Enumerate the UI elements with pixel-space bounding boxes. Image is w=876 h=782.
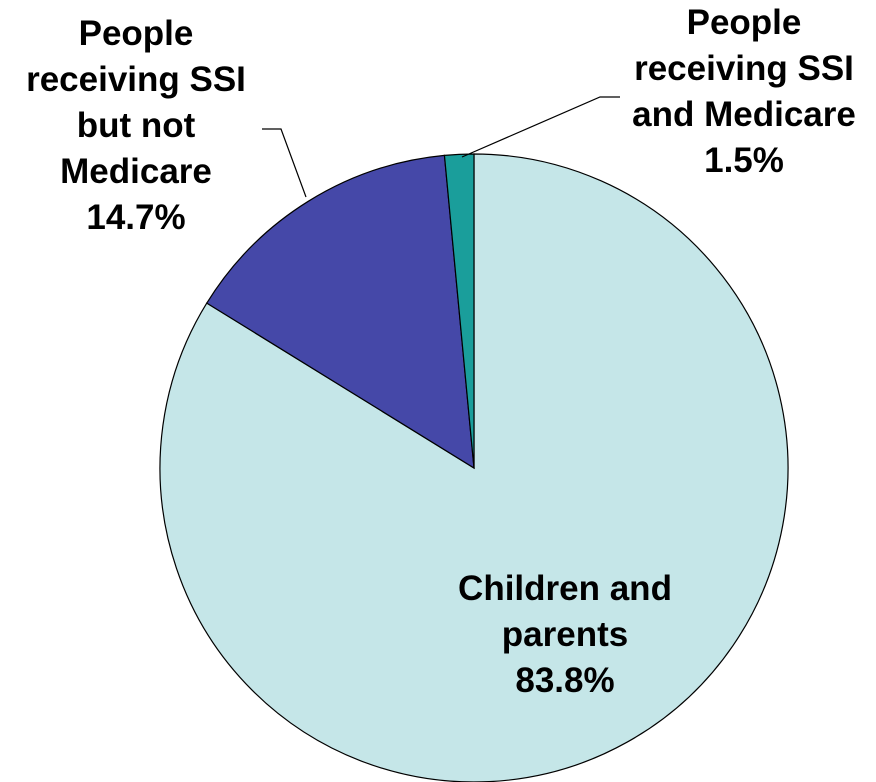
- leader-line-ssi-and-medicare: [461, 96, 620, 158]
- slice-label-text: People: [79, 14, 194, 53]
- slice-label-text: Medicare: [60, 152, 212, 191]
- slice-value-label: 1.5%: [704, 141, 784, 180]
- label-children-and-parents: Children and parents 83.8%: [458, 569, 672, 700]
- slice-ssi-not-medicare: [205, 154, 475, 470]
- label-ssi-and-medicare: People receiving SSI and Medicare 1.5%: [632, 3, 856, 180]
- slice-label-text: and Medicare: [632, 95, 856, 134]
- slice-label-text: parents: [502, 615, 628, 654]
- leader-lines: [262, 96, 620, 198]
- slice-value-label: 14.7%: [86, 198, 185, 237]
- slice-ssi-and-medicare: [443, 153, 475, 469]
- pie-slices: [159, 153, 789, 782]
- leader-line-ssi-not-medicare: [262, 128, 307, 198]
- slice-labels: Children and parents 83.8% People receiving …: [26, 3, 856, 700]
- slice-label-text: receiving SSI: [634, 49, 854, 88]
- slice-value-label: 83.8%: [515, 661, 614, 700]
- label-ssi-not-medicare: People receiving SSI but not Medicare 14.7%: [26, 14, 246, 237]
- slice-label-text: People: [687, 3, 802, 42]
- slice-label-text: receiving SSI: [26, 60, 246, 99]
- slice-label-text: but not: [77, 106, 196, 145]
- slice-label-text: Children and: [458, 569, 672, 608]
